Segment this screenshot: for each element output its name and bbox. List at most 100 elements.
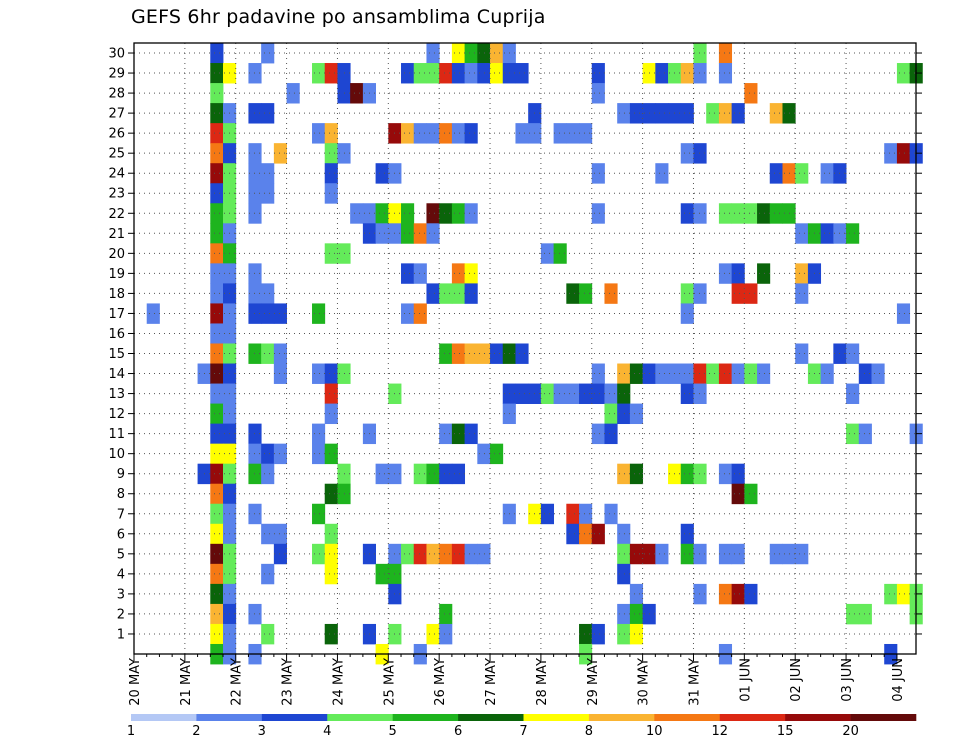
- heatmap-cell: [731, 263, 745, 284]
- heatmap-cell: [464, 543, 478, 565]
- y-tick-label: 25: [108, 147, 125, 162]
- heatmap-cell: [261, 623, 275, 645]
- y-tick-label: 21: [108, 227, 125, 242]
- heatmap-cell: [629, 603, 644, 625]
- heatmap-cell: [680, 463, 694, 485]
- y-tick-label: 7: [117, 507, 125, 522]
- heatmap-cell: [401, 263, 415, 284]
- heatmap-cell: [655, 163, 669, 184]
- heatmap-cell: [693, 583, 707, 605]
- y-tick-label: 18: [108, 287, 125, 302]
- heatmap-cell: [273, 443, 287, 465]
- heatmap-cell: [680, 523, 694, 545]
- heatmap-cell: [413, 263, 427, 284]
- colorbar-label: 4: [323, 724, 331, 739]
- heatmap-cell: [680, 143, 694, 164]
- heatmap-cell: [680, 63, 694, 84]
- x-tick-label: 25 MAY: [382, 658, 397, 706]
- heatmap-cell: [604, 503, 618, 525]
- heatmap-cell: [426, 463, 440, 485]
- heatmap-cell: [312, 503, 326, 525]
- x-tick-label: 01 JUN: [738, 658, 753, 702]
- heatmap-cell: [477, 543, 491, 565]
- heatmap-cell: [579, 383, 593, 404]
- heatmap-cell: [579, 523, 593, 545]
- colorbar-swatch: [458, 714, 524, 721]
- heatmap-cell: [540, 503, 555, 525]
- colorbar-label: 1: [127, 724, 135, 739]
- heatmap-cell: [210, 123, 224, 144]
- heatmap-cell: [718, 463, 733, 485]
- colorbar-label: 20: [842, 724, 859, 739]
- x-tick-label: 21 MAY: [179, 658, 194, 706]
- heatmap-cell: [884, 583, 898, 605]
- heatmap-cell: [210, 163, 224, 184]
- heatmap-cell: [693, 283, 707, 304]
- heatmap-cell: [210, 623, 224, 645]
- heatmap-cell: [795, 223, 809, 244]
- heatmap-cell: [261, 103, 275, 124]
- heatmap-cell: [439, 343, 453, 364]
- heatmap-cell: [884, 143, 898, 164]
- y-tick-label: 20: [108, 247, 125, 262]
- heatmap-cell: [439, 283, 453, 304]
- heatmap-cell: [210, 423, 224, 445]
- heatmap-cell: [604, 283, 618, 304]
- colorbar-label: 3: [258, 724, 266, 739]
- heatmap-cell: [324, 523, 338, 545]
- heatmap-cell: [718, 363, 733, 384]
- heatmap-cell: [718, 583, 733, 605]
- heatmap-cell: [617, 363, 631, 384]
- heatmap-cell: [261, 163, 275, 184]
- heatmap-cell: [896, 303, 911, 324]
- colorbar-swatch: [196, 714, 263, 721]
- heatmap-cell: [591, 63, 605, 84]
- heatmap-cell: [401, 63, 415, 84]
- heatmap-cell: [312, 63, 326, 84]
- heatmap-cell: [540, 383, 555, 404]
- heatmap-cell: [820, 223, 834, 244]
- heatmap-cell: [846, 603, 860, 625]
- heatmap-cell: [629, 623, 644, 645]
- chart-title: GEFS 6hr padavine po ansamblima Cuprija: [131, 6, 546, 28]
- heatmap-cell: [273, 343, 287, 364]
- heatmap-cell: [718, 543, 733, 565]
- heatmap-cell: [820, 363, 834, 384]
- x-tick-label: 31 MAY: [688, 658, 703, 706]
- heatmap-cell: [324, 363, 338, 384]
- heatmap-cell: [210, 483, 224, 505]
- heatmap-cell: [846, 383, 860, 404]
- heatmap-cell: [210, 563, 224, 585]
- heatmap-cell: [273, 303, 287, 324]
- heatmap-cell: [617, 383, 631, 404]
- heatmap-cell: [858, 603, 872, 625]
- heatmap-cell: [820, 163, 834, 184]
- heatmap-cell: [439, 603, 453, 625]
- heatmap-cell: [451, 203, 466, 224]
- heatmap-cell: [413, 543, 427, 565]
- heatmap-cell: [795, 163, 809, 184]
- heatmap-cell: [731, 583, 745, 605]
- heatmap-cell: [744, 283, 758, 304]
- y-axis-ticks: 1234567891011121314151617181920212223242…: [108, 47, 922, 642]
- heatmap-cell: [731, 483, 745, 505]
- heatmap-cell: [769, 163, 783, 184]
- colorbar-swatch: [261, 714, 328, 721]
- heatmap-cell: [896, 583, 911, 605]
- colorbar-label: 2: [192, 724, 200, 739]
- heatmap-cell: [261, 563, 275, 585]
- heatmap-cell: [718, 43, 733, 64]
- heatmap-cell: [464, 203, 478, 224]
- heatmap-cell: [769, 203, 783, 224]
- heatmap-cell: [451, 43, 466, 64]
- heatmap-cell: [439, 203, 453, 224]
- plot-grid: [134, 43, 916, 654]
- heatmap-cell: [210, 543, 224, 565]
- heatmap-cell: [693, 363, 707, 384]
- heatmap-cell: [210, 103, 224, 124]
- heatmap-cell: [261, 343, 275, 364]
- heatmap-cell: [426, 623, 440, 645]
- heatmap-cell: [324, 63, 338, 84]
- heatmap-cell: [273, 143, 287, 164]
- heatmap-cell: [718, 63, 733, 84]
